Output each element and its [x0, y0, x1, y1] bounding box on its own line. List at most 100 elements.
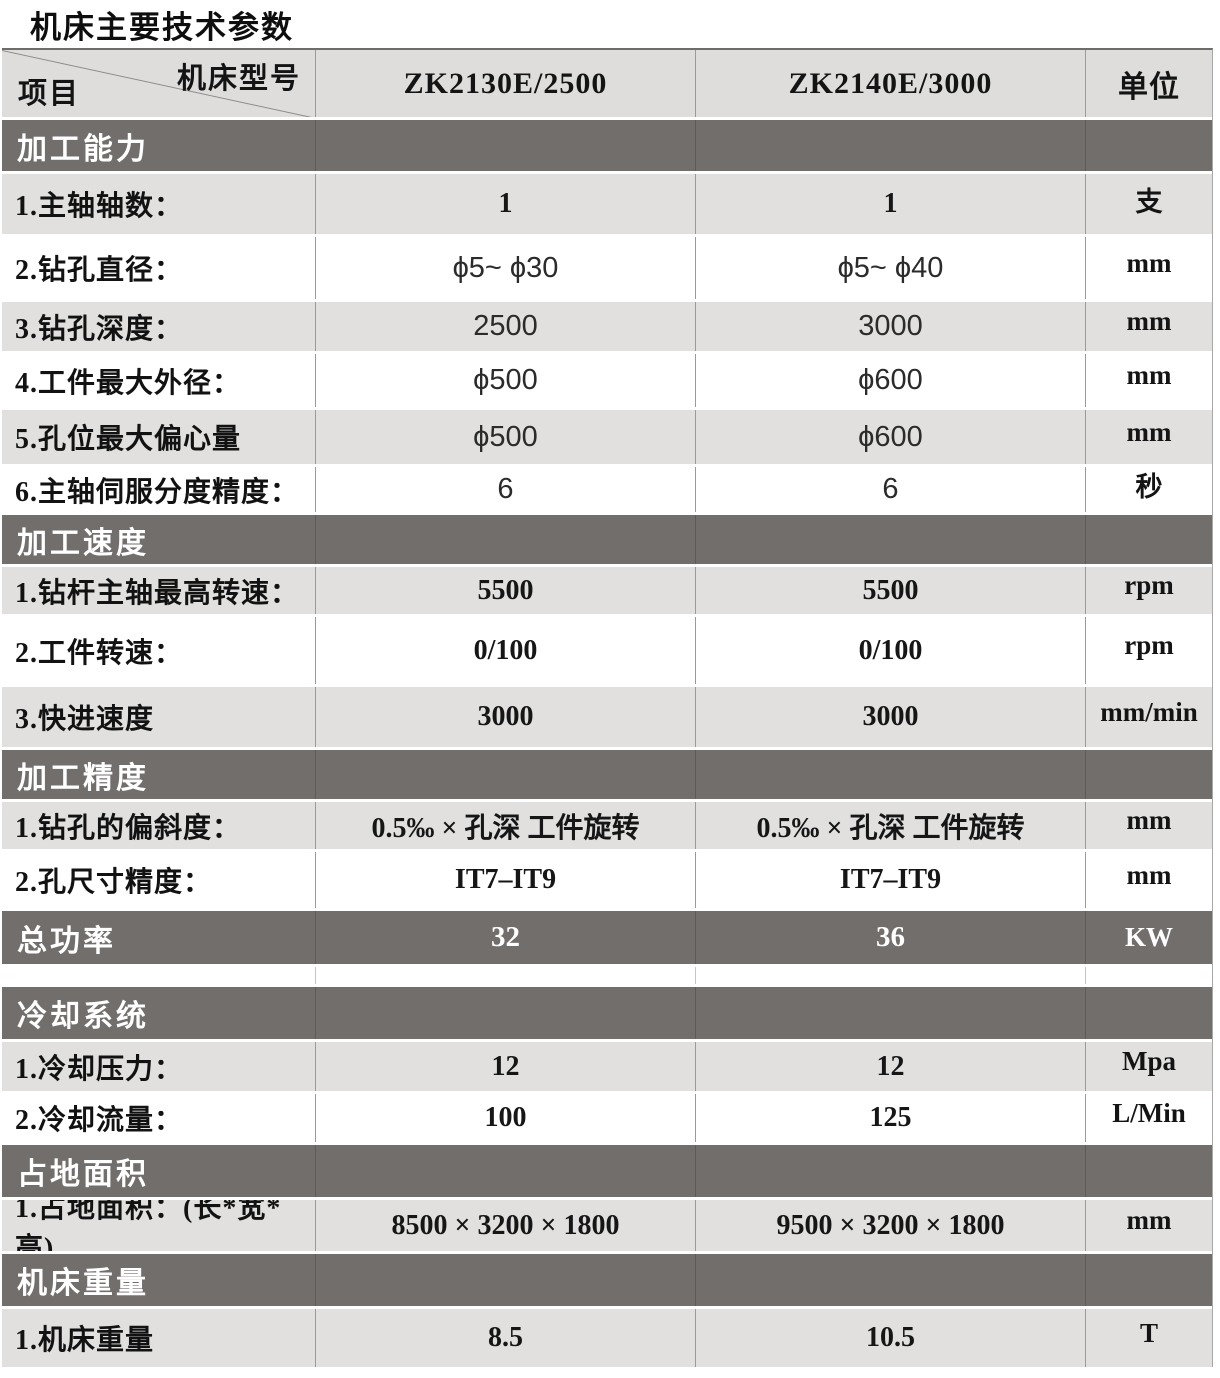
empty-cell: [315, 1254, 695, 1306]
section-label: 机床重量: [17, 1267, 149, 1300]
unit-label: 秒: [1135, 472, 1163, 502]
unit-label: rpm: [1124, 630, 1174, 660]
empty-cell: [1085, 1254, 1212, 1306]
empty-cell: [315, 750, 695, 799]
unit-cell: Mpa: [1085, 1042, 1212, 1091]
unit-label: mm: [1126, 247, 1172, 278]
model-column-header: ZK2130E/2500: [315, 50, 695, 117]
empty-cell: [695, 987, 1085, 1039]
unit-cell: mm: [1085, 852, 1212, 908]
item-label: 4.工件最大外径：: [15, 367, 242, 399]
table-row: 2.孔尺寸精度： IT7–IT9 IT7–IT9 mm: [2, 852, 1212, 911]
value-zk2140e: 10.5: [695, 1309, 1085, 1367]
value-zk2140e: 0/100: [695, 617, 1085, 684]
unit-cell: mm: [1085, 410, 1212, 464]
unit-cell: 秒: [1085, 467, 1212, 512]
unit-label: mm: [1126, 306, 1172, 336]
section-row: 占地面积: [2, 1145, 1212, 1200]
value-zk2140e: 9500 × 3200 × 1800: [695, 1200, 1085, 1251]
section-row: 冷却系统: [2, 987, 1212, 1042]
unit-label: mm/min: [1100, 696, 1198, 727]
unit-cell: KW: [1085, 911, 1212, 964]
item-label: 2.工件转速：: [15, 637, 184, 669]
value-zk2130e: 12: [315, 1042, 695, 1091]
header-row: 机床型号 项目 ZK2130E/2500 ZK2140E/3000 单位: [2, 50, 1212, 120]
value-zk2140e: IT7–IT9: [695, 852, 1085, 908]
empty-cell: [695, 750, 1085, 799]
value-zk2140e: 3000: [695, 687, 1085, 747]
page-title: 机床主要技术参数: [30, 10, 294, 45]
unit-label: rpm: [1124, 570, 1174, 600]
item-label: 1.主轴轴数：: [15, 191, 184, 222]
table-row: 2.工件转速： 0/100 0/100 rpm: [2, 617, 1212, 687]
empty-cell: [1085, 987, 1212, 1039]
item-label: 2.钻孔直径：: [15, 255, 184, 286]
item-label: 1.钻孔的偏斜度：: [15, 812, 242, 844]
value-zk2130e: 100: [315, 1094, 695, 1142]
value-zk2130e: ϕ5~ ϕ30: [315, 237, 695, 299]
table-row: 1.冷却压力： 12 12 Mpa: [2, 1042, 1212, 1094]
unit-label: mm: [1126, 859, 1172, 890]
section-row: 机床重量: [2, 1254, 1212, 1309]
empty-cell: [315, 1145, 695, 1197]
unit-label: mm: [1126, 1205, 1172, 1235]
unit-label: mm: [1126, 360, 1172, 390]
unit-label: 支: [1135, 186, 1163, 217]
item-label: 5.孔位最大偏心量: [15, 424, 242, 455]
value-zk2140e: ϕ600: [695, 354, 1085, 407]
unit-cell: mm/min: [1085, 687, 1212, 747]
model-column-header: ZK2140E/3000: [695, 50, 1085, 117]
item-label: 2.冷却流量：: [15, 1105, 184, 1136]
corner-item-label: 项目: [18, 78, 81, 110]
value-zk2130e: 0/100: [315, 617, 695, 684]
table-row: 4.工件最大外径： ϕ500 ϕ600 mm: [2, 354, 1212, 410]
table-row: 2.钻孔直径： ϕ5~ ϕ30 ϕ5~ ϕ40 mm: [2, 237, 1212, 302]
section-label: 加工速度: [17, 526, 149, 560]
value-zk2130e: 32: [315, 911, 695, 964]
unit-cell: mm: [1085, 237, 1212, 299]
table-row: 1.钻杆主轴最高转速： 5500 5500 rpm: [2, 567, 1212, 617]
item-label: 6.主轴伺服分度精度：: [15, 476, 300, 508]
value-zk2130e: ϕ500: [315, 354, 695, 407]
item-label: 2.孔尺寸精度：: [15, 867, 213, 898]
table-row: 2.冷却流量： 100 125 L/Min: [2, 1094, 1212, 1145]
unit-label: Mpa: [1122, 1046, 1176, 1076]
unit-cell: rpm: [1085, 617, 1212, 684]
value-zk2130e: 6: [315, 467, 695, 512]
table-row: 1.机床重量 8.5 10.5 T: [2, 1309, 1212, 1367]
empty-cell: [315, 987, 695, 1039]
item-label: 1.冷却压力：: [15, 1053, 184, 1085]
value-zk2140e: ϕ5~ ϕ40: [695, 237, 1085, 299]
empty-cell: [315, 967, 695, 984]
corner-model-label: 机床型号: [176, 63, 301, 95]
unit-cell: 支: [1085, 174, 1212, 234]
empty-cell: [695, 1145, 1085, 1197]
unit-cell: mm: [1085, 302, 1212, 351]
empty-cell: [695, 967, 1085, 984]
unit-label: mm: [1126, 805, 1172, 835]
value-zk2130e: ϕ500: [315, 410, 695, 464]
table-row: 3.钻孔深度： 2500 3000 mm: [2, 302, 1212, 354]
spacer-row: [2, 967, 1212, 987]
empty-cell: [695, 1254, 1085, 1306]
table-row: 5.孔位最大偏心量 ϕ500 ϕ600 mm: [2, 410, 1212, 467]
value-zk2130e: 8500 × 3200 × 1800: [315, 1200, 695, 1251]
section-label: 加工精度: [17, 761, 149, 795]
spec-table: 机床型号 项目 ZK2130E/2500 ZK2140E/3000 单位 加工能…: [2, 48, 1213, 1367]
value-zk2130e: 2500: [315, 302, 695, 351]
value-zk2140e: 0.5‰ × 孔深 工件旋转: [695, 802, 1085, 849]
table-row: 3.快进速度 3000 3000 mm/min: [2, 687, 1212, 750]
value-zk2140e: 12: [695, 1042, 1085, 1091]
table-row: 1.钻孔的偏斜度： 0.5‰ × 孔深 工件旋转 0.5‰ × 孔深 工件旋转 …: [2, 802, 1212, 852]
unit-label: L/Min: [1112, 1097, 1186, 1128]
value-zk2140e: 3000: [695, 302, 1085, 351]
item-label: 1.占地面积：(长*宽*高): [15, 1200, 282, 1251]
value-zk2140e: 125: [695, 1094, 1085, 1142]
unit-cell: T: [1085, 1309, 1212, 1367]
unit-cell: mm: [1085, 802, 1212, 849]
unit-label: mm: [1126, 416, 1172, 447]
section-label: 总功率: [17, 924, 116, 958]
value-zk2130e: 5500: [315, 567, 695, 614]
table-row: 1.主轴轴数： 1 1 支: [2, 174, 1212, 237]
unit-cell: L/Min: [1085, 1094, 1212, 1142]
